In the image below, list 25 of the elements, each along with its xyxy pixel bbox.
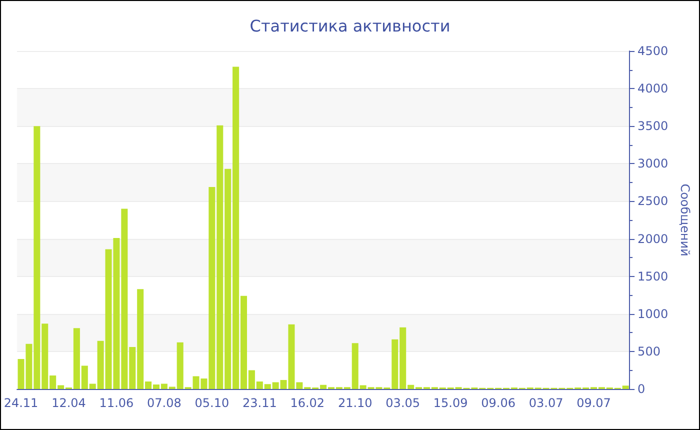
y-axis-title: Сообщений	[678, 184, 692, 256]
x-tick-label: 03.05	[386, 396, 420, 410]
x-tick-label: 09.06	[481, 396, 516, 410]
y-tick-label: 1000	[638, 306, 668, 321]
x-tick-label: 23.11	[242, 396, 277, 410]
y-tick-label: 0	[638, 382, 646, 396]
chart-title: Статистика активности	[250, 16, 450, 36]
y-tick-label: 2000	[638, 232, 668, 246]
y-tick-label: 500	[638, 344, 660, 358]
x-tick-label: 15.09	[433, 396, 468, 410]
x-tick-label: 07.08	[147, 396, 182, 410]
x-tick-label: 05.10	[194, 396, 230, 410]
x-tick-label: 11.06	[99, 396, 134, 410]
y-tick-label: 4000	[638, 82, 668, 96]
x-tick-label: 24.11	[4, 396, 38, 410]
x-tick-label: 03.07	[528, 396, 564, 410]
x-tick-label: 16.02	[290, 396, 325, 410]
y-tick-label: 3500	[638, 119, 668, 134]
y-tick-label: 3000	[638, 156, 668, 171]
y-tick-label: 1500	[638, 269, 668, 284]
y-tick-label: 4500	[638, 44, 668, 58]
x-tick-label: 21.10	[338, 396, 372, 410]
y-tick-label: 2500	[638, 194, 668, 208]
x-tick-label: 12.04	[52, 396, 86, 410]
x-tick-label: 09.07	[576, 396, 611, 410]
